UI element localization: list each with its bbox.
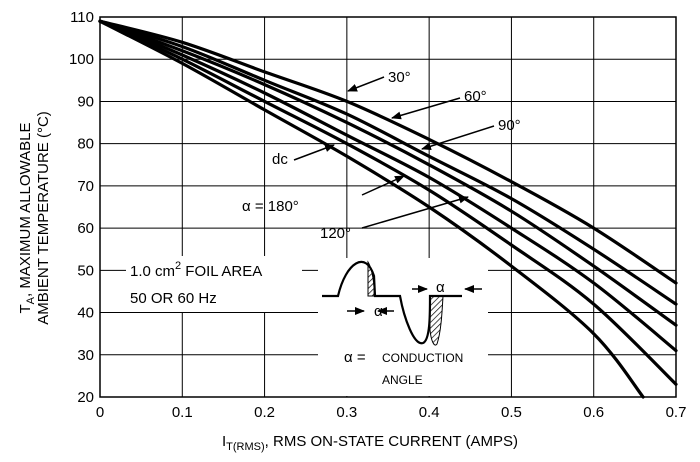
y-tick-label: 40	[77, 305, 94, 322]
x-axis-label: IT(RMS), RMS ON-STATE CURRENT (AMPS)	[222, 433, 518, 453]
y-axis-label: TA, MAXIMUM ALLOWABLE AMBIENT TEMPERATUR…	[17, 111, 52, 325]
alpha-right: α	[436, 279, 445, 296]
arrow-60	[391, 97, 461, 120]
foil-area-post: FOIL AREA	[181, 263, 262, 280]
x-tick-label: 0.6	[583, 404, 604, 421]
x-tick-label: 0.5	[501, 404, 522, 421]
series-line-90	[98, 19, 678, 327]
label-60: 60°	[464, 88, 487, 105]
label-90: 90°	[498, 117, 521, 134]
y-tick-label: 30	[77, 347, 94, 364]
arrow-90	[421, 125, 495, 151]
series-line-dc	[98, 19, 645, 399]
foil-area-pre: 1.0 cm	[130, 263, 175, 280]
label-30: 30°	[388, 69, 411, 86]
foil-area-text: 1.0 cm2 FOIL AREA	[130, 260, 262, 280]
foil-area-sup: 2	[175, 260, 181, 272]
arrow-180	[361, 175, 405, 196]
y-tick-label: 50	[77, 262, 94, 279]
foil-annotation: 1.0 cm2 FOIL AREA 50 OR 60 Hz	[126, 256, 302, 312]
hatch-negative	[429, 295, 444, 346]
conduction-inset: α α α = CONDUCTION ANGLE	[318, 258, 488, 396]
curves	[98, 19, 678, 399]
alpha-left: α	[374, 303, 383, 320]
x-tick-label: 0.4	[419, 404, 440, 421]
x-tick-labels: 0 0.1 0.2 0.3 0.4 0.5 0.6 0.7	[96, 404, 687, 421]
y-label-sub: A	[25, 296, 37, 304]
frequency-text: 50 OR 60 Hz	[130, 290, 217, 307]
conduction-line2: ANGLE	[382, 373, 423, 387]
y-tick-labels: 20 30 40 50 60 70 80 90 100 110	[69, 9, 94, 406]
y-tick-label: 90	[77, 93, 94, 110]
y-tick-label: 110	[70, 9, 94, 26]
x-label-rest: , RMS ON-STATE CURRENT (AMPS)	[265, 433, 518, 450]
label-120: 120°	[320, 225, 351, 242]
series-line-60	[98, 19, 678, 306]
y-tick-label: 80	[77, 136, 94, 153]
arrow-dc	[293, 144, 335, 161]
series-line-30	[98, 19, 678, 285]
y-tick-label: 100	[69, 51, 94, 68]
waveform	[322, 260, 462, 345]
y-label-line2: AMBIENT TEMPERATURE (°C)	[35, 111, 52, 325]
foil-annotation-bg	[126, 256, 302, 312]
plot-frame	[99, 16, 677, 398]
x-tick-label: 0.3	[336, 404, 357, 421]
svg-text:TA, MAXIMUM ALLOWABLE: TA, MAXIMUM ALLOWABLE	[17, 122, 37, 313]
x-tick-label: 0.7	[666, 404, 687, 421]
curve-labels: 30° 60° 90° dc α = 180° 120°	[242, 69, 521, 242]
label-180: α = 180°	[242, 198, 299, 215]
y-tick-label: 70	[77, 178, 94, 195]
series-line-120	[98, 19, 678, 353]
conduction-line1: CONDUCTION	[382, 351, 463, 365]
conduction-prefix: α =	[344, 349, 366, 366]
arrow-120	[361, 195, 469, 229]
label-dc: dc	[272, 151, 288, 168]
x-tick-label: 0.1	[172, 404, 193, 421]
inset-bg	[318, 258, 488, 396]
y-tick-label: 20	[77, 389, 94, 406]
series-line-180	[98, 19, 678, 386]
y-label-main: T	[17, 304, 34, 313]
x-label-main: I	[222, 433, 226, 450]
x-label-sub: T(RMS)	[226, 441, 265, 453]
x-tick-label: 0	[96, 404, 104, 421]
x-tick-label: 0.2	[254, 404, 275, 421]
y-label-rest: , MAXIMUM ALLOWABLE	[17, 122, 34, 297]
y-tick-label: 60	[77, 220, 94, 237]
arrow-30	[347, 76, 385, 92]
